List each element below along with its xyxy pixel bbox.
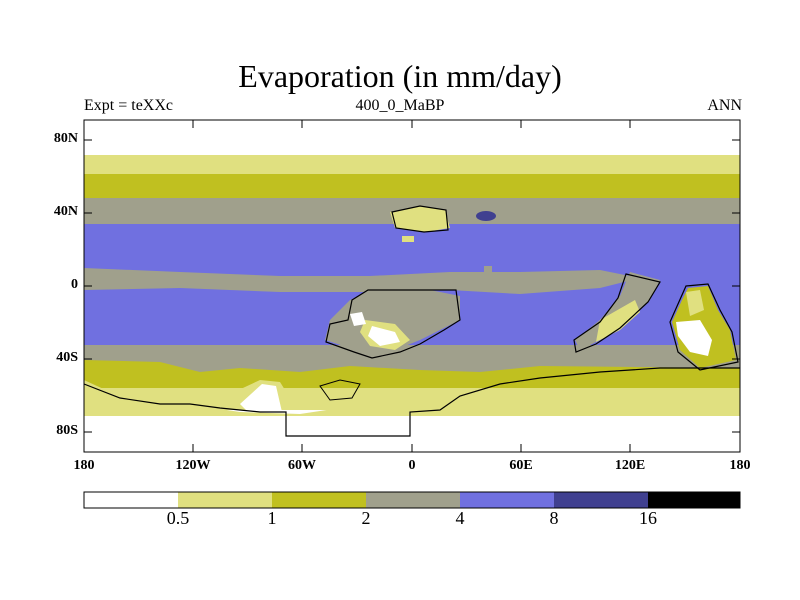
colorbar-label: 2 (361, 508, 371, 528)
continent-east-arm-light (596, 300, 640, 342)
coastline-north-island (391, 205, 449, 233)
band-equatorial-grey (84, 268, 640, 294)
colorbar-label: 4 (455, 508, 465, 528)
continent-far-east-dry (676, 320, 712, 356)
colorbar-frame (83, 491, 741, 509)
lat-tick-label: 40N (53, 204, 78, 219)
coastline-east-arm (573, 273, 661, 353)
colorbar-label: 0.5 (166, 508, 190, 528)
coastline-south (83, 367, 740, 437)
band-60n-light (84, 155, 740, 175)
lat-tick-label: 40S (56, 350, 78, 365)
colorbar-swatch-4 (460, 492, 554, 508)
lat-tick-label: 80S (56, 423, 78, 438)
lon-tick-label: 180 (729, 458, 751, 473)
axis-ticks (84, 120, 740, 452)
colorbar-label: 1 (267, 508, 277, 528)
colorbar (83, 491, 741, 509)
north-island (390, 206, 450, 232)
colorbar-swatch-1 (178, 492, 272, 508)
colorbar-swatch-5 (554, 492, 648, 508)
high-evaporation-spot (476, 211, 496, 221)
band-polar-south (84, 410, 740, 452)
south-continent-dry (240, 384, 282, 412)
band-50s-olive (84, 360, 740, 393)
coastline-south-island (319, 379, 361, 401)
lon-tick-label: 0 (408, 458, 416, 473)
lon-tick-label: 120W (175, 458, 211, 473)
lon-tick-label: 60E (509, 458, 533, 473)
small-island-east (484, 266, 500, 278)
lat-tick-label: 0 (71, 277, 78, 292)
colorbar-swatch-6 (648, 492, 740, 508)
season-label: ANN (707, 97, 742, 114)
time-label: 400_0_MaBP (355, 97, 445, 114)
small-island (402, 236, 414, 242)
colorbar-swatch-3 (366, 492, 460, 508)
lon-tick-label: 180 (73, 458, 95, 473)
colorbar-label: 8 (549, 508, 559, 528)
map-title: Evaporation (in mm/day) (238, 58, 562, 94)
colorbar-label: 16 (639, 508, 657, 528)
lon-tick-label: 120E (614, 458, 646, 473)
continent-far-east-light (686, 290, 704, 316)
colorbar-swatch-0 (84, 492, 178, 508)
map-plot-area (83, 120, 740, 452)
lat-tick-label: 80N (53, 131, 78, 146)
coastline-central (325, 289, 461, 359)
band-southern-ocean-light (84, 380, 740, 416)
coastline-far-east (669, 283, 739, 371)
experiment-label: Expt = teXXc (84, 97, 173, 114)
band-50n-olive (84, 174, 740, 200)
colorbar-swatch-2 (272, 492, 366, 508)
continent-central (325, 290, 460, 356)
dry-patch (350, 312, 366, 326)
lon-tick-label: 60W (288, 458, 316, 473)
continent-central-dry (368, 326, 400, 346)
